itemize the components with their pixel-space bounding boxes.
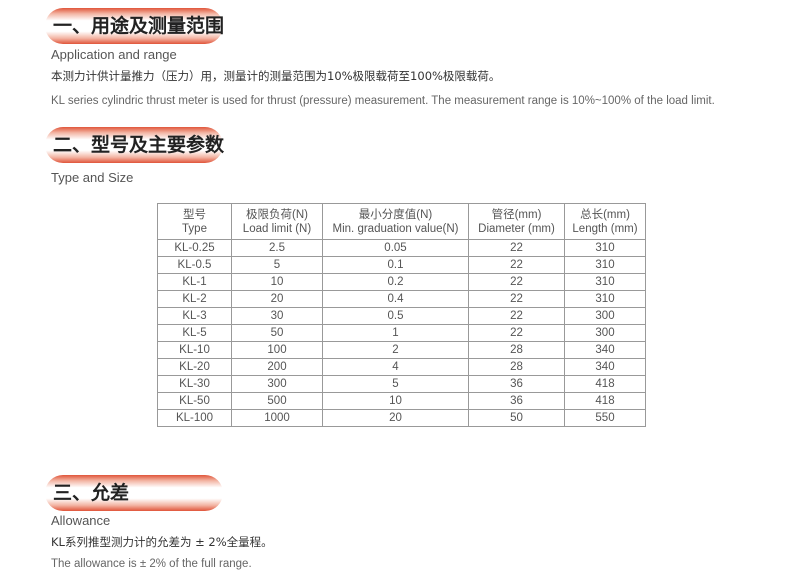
- table-cell: 2.5: [231, 239, 323, 257]
- table-cell: KL-30: [157, 375, 232, 393]
- table-cell: KL-2: [157, 290, 232, 308]
- table-row: KL-100 1000 20 50 550: [157, 409, 646, 427]
- table-cell: 310: [564, 273, 646, 291]
- column-header-en: Type: [157, 222, 232, 240]
- section-1-subtitle: Application and range: [51, 47, 177, 62]
- table-cell: 418: [564, 375, 646, 393]
- table-cell: KL-0.25: [157, 239, 232, 257]
- column-header-en: Diameter (mm): [468, 222, 565, 240]
- section-3-text-cn: KL系列推型测力计的允差为 ± 2%全量程。: [51, 535, 273, 549]
- section-3-heading: 三、允差: [45, 475, 223, 511]
- column-header-en: Min. graduation value(N): [322, 222, 469, 240]
- table-cell: 36: [468, 392, 565, 410]
- table-cell: 300: [564, 307, 646, 325]
- table-cell: 36: [468, 375, 565, 393]
- table-row: KL-50 500 10 36 418: [157, 392, 646, 410]
- table-cell: KL-100: [157, 409, 232, 427]
- table-cell: 300: [564, 324, 646, 342]
- spec-table: 型号 极限负荷(N) 最小分度值(N) 管径(mm) 总长(mm) Type Load l…: [157, 203, 646, 427]
- table-cell: 50: [231, 324, 323, 342]
- table-cell: KL-10: [157, 341, 232, 359]
- section-3-subtitle: Allowance: [51, 513, 111, 528]
- section-3-text-en: The allowance is ± 2% of the full range.: [51, 558, 252, 570]
- table-cell: 0.5: [322, 307, 469, 325]
- table-cell: 200: [231, 358, 323, 376]
- table-cell: 10: [322, 392, 469, 410]
- table-cell: 28: [468, 341, 565, 359]
- table-cell: 0.1: [322, 256, 469, 274]
- table-cell: 0.2: [322, 273, 469, 291]
- table-cell: 28: [468, 358, 565, 376]
- table-cell: 4: [322, 358, 469, 376]
- table-cell: 5: [322, 375, 469, 393]
- table-cell: KL-3: [157, 307, 232, 325]
- table-cell: 22: [468, 324, 565, 342]
- table-cell: KL-5: [157, 324, 232, 342]
- column-header-cn: 管径(mm): [468, 203, 565, 222]
- table-cell: 0.4: [322, 290, 469, 308]
- table-row: KL-3 30 0.5 22 300: [157, 307, 646, 325]
- table-row: KL-10 100 2 28 340: [157, 341, 646, 359]
- table-cell: 10: [231, 273, 323, 291]
- column-header-en: Length (mm): [564, 222, 646, 240]
- table-cell: 310: [564, 239, 646, 257]
- table-row: KL-1 10 0.2 22 310: [157, 273, 646, 291]
- table-cell: 22: [468, 273, 565, 291]
- table-cell: 22: [468, 239, 565, 257]
- table-cell: 100: [231, 341, 323, 359]
- table-cell: KL-50: [157, 392, 232, 410]
- table-cell: 20: [322, 409, 469, 427]
- table-cell: 5: [231, 256, 323, 274]
- table-row: KL-30 300 5 36 418: [157, 375, 646, 393]
- table-cell: 1: [322, 324, 469, 342]
- table-cell: 0.05: [322, 239, 469, 257]
- table-cell: 22: [468, 290, 565, 308]
- section-2-heading: 二、型号及主要参数: [45, 127, 224, 163]
- table-row: KL-20 200 4 28 340: [157, 358, 646, 376]
- table-cell: 22: [468, 256, 565, 274]
- table-cell: 340: [564, 358, 646, 376]
- table-cell: 300: [231, 375, 323, 393]
- table-cell: 22: [468, 307, 565, 325]
- table-cell: 500: [231, 392, 323, 410]
- table-row: KL-0.5 5 0.1 22 310: [157, 256, 646, 274]
- column-header-cn: 最小分度值(N): [322, 203, 469, 222]
- table-row: KL-5 50 1 22 300: [157, 324, 646, 342]
- table-cell: 310: [564, 256, 646, 274]
- table-cell: 50: [468, 409, 565, 427]
- table-cell: 310: [564, 290, 646, 308]
- table-row: KL-0.25 2.5 0.05 22 310: [157, 239, 646, 257]
- section-2-subtitle: Type and Size: [51, 170, 134, 185]
- table-cell: KL-1: [157, 273, 232, 291]
- section-1-text-cn: 本测力计供计量推力（压力）用，测量计的测量范围为10%极限载荷至100%极限载荷…: [51, 69, 501, 83]
- column-header-cn: 总长(mm): [564, 203, 646, 222]
- table-cell: 1000: [231, 409, 323, 427]
- section-1-text-en: KL series cylindric thrust meter is used…: [51, 95, 715, 107]
- column-header-cn: 极限负荷(N): [231, 203, 323, 222]
- column-header-en: Load limit (N): [231, 222, 323, 240]
- table-cell: KL-20: [157, 358, 232, 376]
- table-cell: 340: [564, 341, 646, 359]
- section-1-heading: 一、用途及测量范围: [45, 8, 224, 44]
- table-cell: 2: [322, 341, 469, 359]
- table-cell: 20: [231, 290, 323, 308]
- table-cell: 550: [564, 409, 646, 427]
- column-header-cn: 型号: [157, 203, 232, 222]
- table-row: KL-2 20 0.4 22 310: [157, 290, 646, 308]
- table-cell: KL-0.5: [157, 256, 232, 274]
- table-cell: 418: [564, 392, 646, 410]
- table-cell: 30: [231, 307, 323, 325]
